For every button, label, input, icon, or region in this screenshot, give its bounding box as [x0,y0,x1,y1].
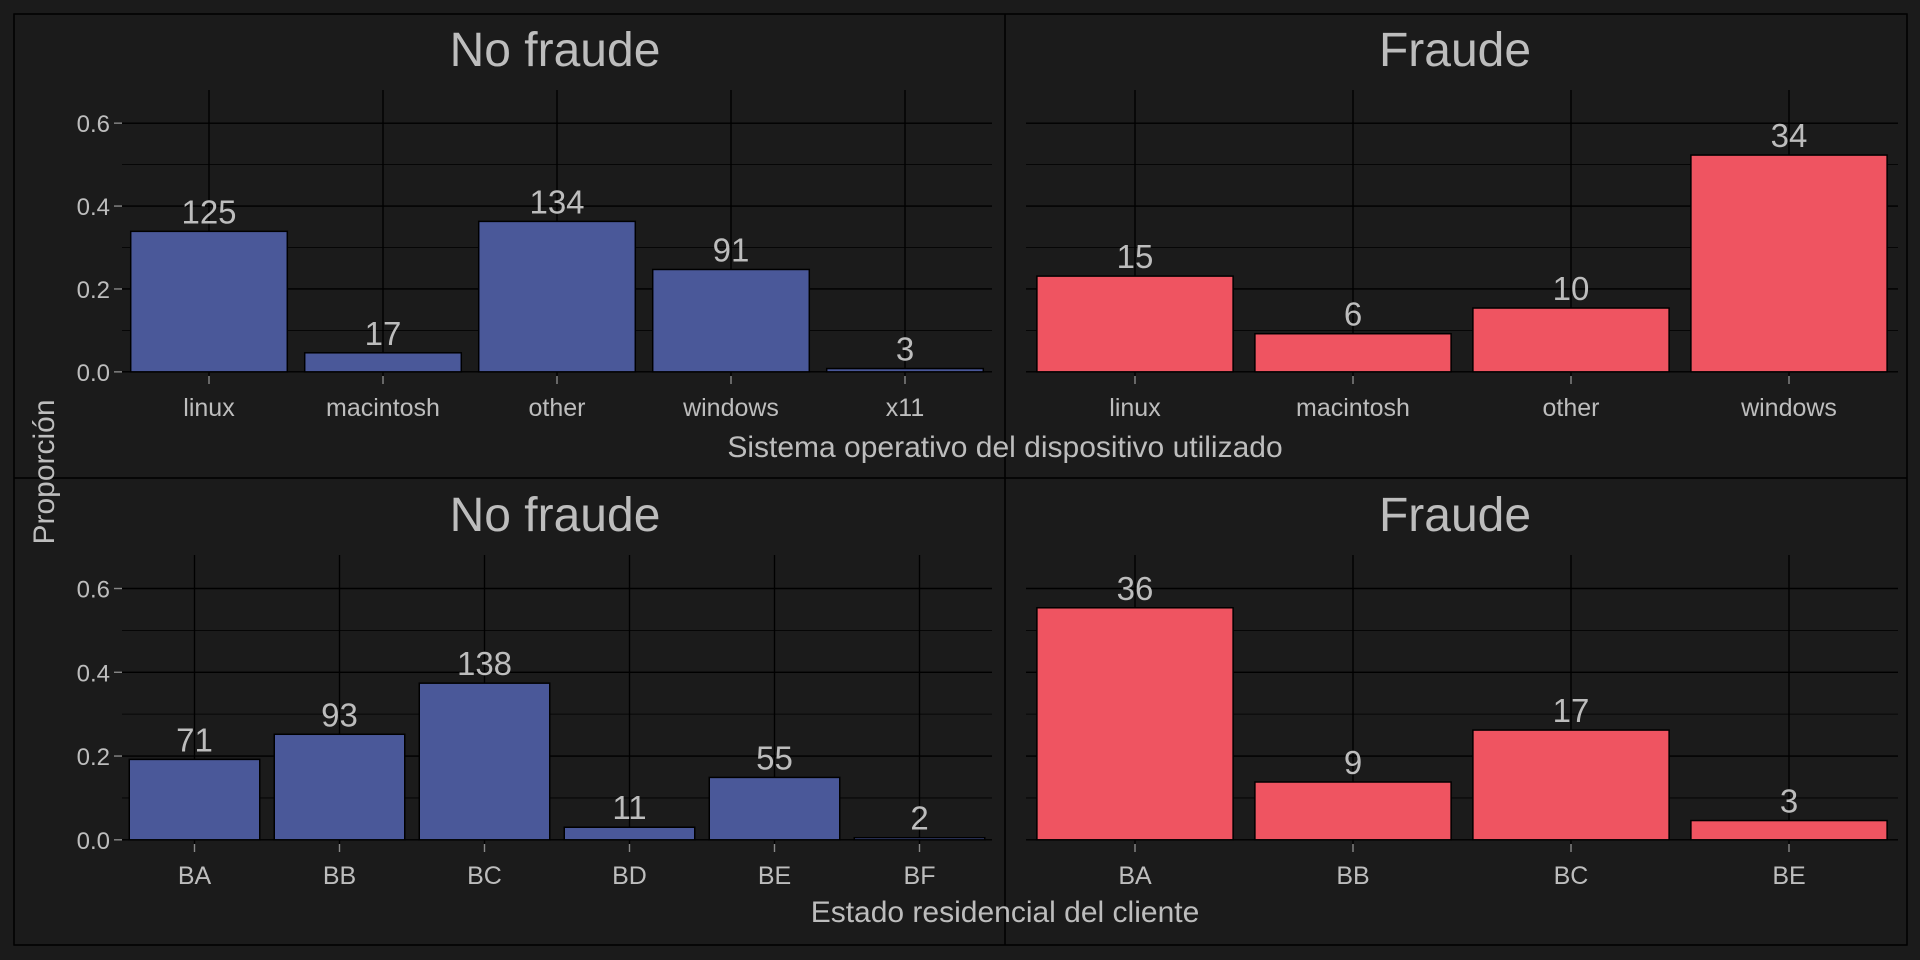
bar [708,776,841,841]
x-tick-label: other [1543,394,1600,422]
x-axis-label-row-2: Estado residencial del cliente [811,896,1200,929]
bar [303,352,463,373]
bar [1690,154,1888,373]
x-tick-label: BE [758,862,791,890]
x-tick-label: BC [467,862,502,890]
bar [1036,607,1234,841]
bar-value-label: 55 [756,739,793,776]
y-tick-label: 0.6 [77,577,110,604]
y-tick-label: 0.0 [77,360,110,387]
bar-value-label: 91 [713,231,750,268]
panel-title: Fraude [1379,24,1531,77]
x-tick-label: BA [1118,862,1152,890]
bar-value-label: 17 [1553,692,1590,729]
bar [1472,729,1670,841]
x-tick-label: BE [1772,862,1805,890]
bar [418,682,551,841]
x-tick-label: macintosh [326,394,440,422]
bar-value-label: 71 [176,721,213,758]
panel-1: 0.0 0.2 0.4 0.6 125 linux 17 macintosh 134 other 9… [77,24,992,422]
x-tick-label: macintosh [1296,394,1410,422]
figure-border [13,13,1908,946]
y-tick-label: 0.2 [77,277,110,304]
panel-4: 36 BA 9 BB 17 BC 3 BE Fraude [1026,489,1898,890]
x-tick-label: x11 [886,394,924,422]
bar-value-label: 2 [910,800,928,837]
bar [273,733,406,841]
x-tick-label: windows [1740,394,1837,422]
y-axis-label: Proporción [28,399,61,544]
panel-2: 15 linux 6 macintosh 10 other 34 windows Fraude [1026,24,1898,422]
bar [563,826,696,841]
x-tick-label: windows [682,394,779,422]
bar-value-label: 6 [1344,296,1362,333]
x-tick-label: BD [612,862,647,890]
x-tick-label: BB [323,862,356,890]
bar [1036,275,1234,373]
bar [1254,332,1452,373]
bar [1472,307,1670,373]
panel-3: 0.0 0.2 0.4 0.6 71 BA 93 BB 138 BC 11 BD 55 BE 2 BF No f… [77,489,992,890]
x-tick-label: BF [904,862,936,890]
bar-value-label: 9 [1344,744,1362,781]
bar-value-label: 138 [457,645,512,682]
bar-value-label: 125 [181,193,236,230]
bar [1690,819,1888,841]
y-tick-label: 0.4 [77,660,110,687]
y-tick-label: 0.4 [77,194,110,221]
x-tick-label: BA [178,862,212,890]
bar-value-label: 34 [1771,117,1808,154]
bar-value-label: 10 [1553,270,1590,307]
bar [128,758,261,841]
bar-value-label: 36 [1117,570,1154,607]
x-tick-label: other [529,394,586,422]
x-tick-label: BC [1554,862,1589,890]
y-tick-label: 0.6 [77,111,110,138]
bar [651,268,811,373]
x-tick-label: linux [1109,394,1161,422]
bar [129,230,289,373]
panel-title: No fraude [450,24,661,77]
x-tick-label: linux [183,394,235,422]
bar-value-label: 3 [1780,783,1798,820]
bar-value-label: 11 [612,789,646,826]
bar [825,367,985,373]
bar-value-label: 15 [1117,238,1154,275]
panel-title: Fraude [1379,489,1531,542]
bar-value-label: 93 [321,696,358,733]
bar-value-label: 3 [896,331,914,368]
bar [477,220,637,373]
bar [1254,781,1452,841]
y-tick-label: 0.2 [77,744,110,771]
panel-title: No fraude [450,489,661,542]
x-tick-label: BB [1336,862,1369,890]
bar [853,836,986,841]
bar-value-label: 134 [529,183,584,220]
bar-value-label: 17 [365,315,402,352]
x-axis-label-row-1: Sistema operativo del dispositivo utiliz… [727,431,1282,464]
chart-panels: 0.0 0.2 0.4 0.6 125 linux 17 macintosh 134 other 9… [77,24,1898,890]
y-tick-label: 0.0 [77,828,110,855]
